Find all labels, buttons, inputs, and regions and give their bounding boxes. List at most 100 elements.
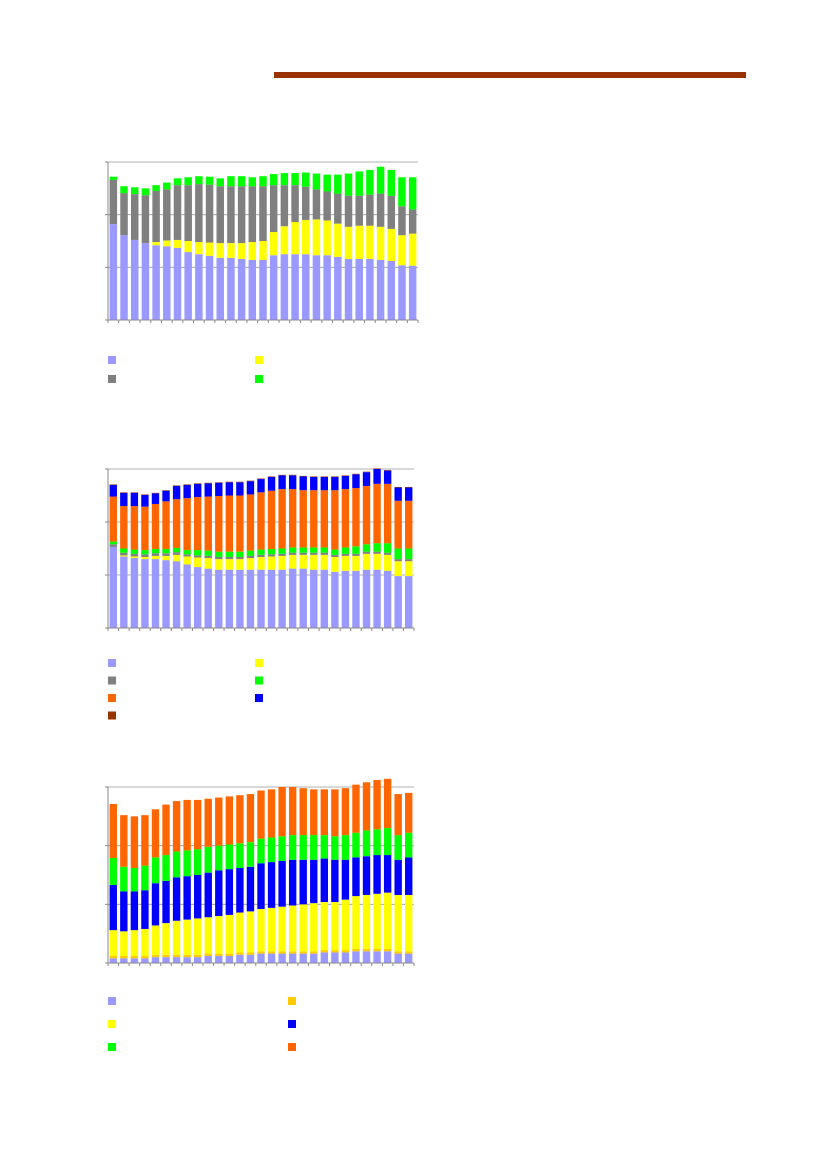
bar-segment <box>366 169 374 195</box>
bar-segment <box>310 569 318 628</box>
bar-segment <box>204 917 212 954</box>
bar-segment <box>172 485 181 500</box>
bar-segment <box>172 554 181 562</box>
bar-segment <box>162 855 170 881</box>
bar-segment <box>257 569 265 628</box>
legend-swatch <box>288 1020 296 1028</box>
bar-segment <box>278 548 286 554</box>
bar-segment <box>248 259 257 320</box>
bar-segment <box>225 556 234 560</box>
bar-segment <box>248 242 257 260</box>
bar-segment <box>246 569 255 628</box>
bar-segment <box>163 240 171 247</box>
bar-segment <box>215 955 223 963</box>
bar-segment <box>373 469 381 484</box>
bar-segment <box>362 894 371 949</box>
bar-segment <box>172 552 181 555</box>
bar-segment <box>109 546 117 628</box>
bar-segment <box>405 953 413 963</box>
bar-segment <box>151 492 160 494</box>
bar-segment <box>151 857 160 884</box>
bar-segment <box>193 918 202 955</box>
bar-segment <box>141 506 149 551</box>
bar-segment <box>394 548 402 560</box>
bar-segment <box>120 506 128 549</box>
bar-segment <box>362 553 371 570</box>
bar-segment <box>225 869 234 915</box>
bar-segment <box>183 954 191 958</box>
bar-segment <box>280 173 289 186</box>
bar-segment <box>183 498 191 551</box>
bar-segment <box>120 931 128 956</box>
bar-segment <box>172 954 181 958</box>
bar-segment <box>383 951 392 963</box>
bar-segment <box>299 953 307 963</box>
bar-segment <box>109 541 117 545</box>
bar-segment <box>130 549 139 554</box>
bar-segment <box>227 257 235 320</box>
bar-segment <box>341 950 350 953</box>
bar-segment <box>215 870 223 917</box>
bar-segment <box>195 184 203 243</box>
bar-segment <box>310 951 318 954</box>
bar-segment <box>172 485 181 486</box>
bar-segment <box>373 468 381 469</box>
bar-segment <box>352 857 360 897</box>
bar-segment <box>109 176 118 180</box>
bar-segment <box>162 490 170 491</box>
bar-segment <box>278 474 286 476</box>
bar-segment <box>320 789 329 836</box>
bar-segment <box>237 186 246 244</box>
bar-segment <box>130 816 139 868</box>
bar-segment <box>152 185 160 191</box>
bar-segment <box>120 891 128 932</box>
bar-segment <box>215 559 223 570</box>
bar-segment <box>227 176 235 187</box>
bar-segment <box>172 877 181 921</box>
bar-segment <box>257 951 265 954</box>
bar-segment <box>288 905 297 952</box>
bar-segment <box>331 571 339 628</box>
bar-segment <box>405 576 413 628</box>
bar-segment <box>257 479 265 493</box>
bar-segment <box>172 561 181 628</box>
bar-segment <box>267 476 276 491</box>
bar-segment <box>394 561 402 577</box>
bar-segment <box>236 954 244 963</box>
bar-segment <box>267 951 276 954</box>
bar-segment <box>405 561 413 577</box>
bar-segment <box>376 226 385 260</box>
legend-swatch <box>288 997 296 1005</box>
bar-segment <box>172 801 181 852</box>
bar-segment <box>120 235 128 320</box>
legend-swatch <box>255 356 263 364</box>
bar-segment <box>299 951 307 954</box>
bar-segment <box>130 930 139 956</box>
bar-segment <box>193 849 202 875</box>
bar-segment <box>288 489 297 548</box>
bar-segment <box>151 925 160 955</box>
bar-segment <box>383 543 392 553</box>
bar-segment <box>141 928 149 956</box>
bar-segment <box>341 475 350 490</box>
bar-segment <box>215 797 223 846</box>
bar-segment <box>215 953 223 956</box>
bar-segment <box>237 258 246 320</box>
bar-segment <box>204 496 212 551</box>
bar-segment <box>141 550 149 555</box>
bar-segment <box>408 177 417 210</box>
bar-segment <box>109 884 117 931</box>
bar-segment <box>236 912 244 953</box>
bar-segment <box>341 553 350 556</box>
bar-segment <box>341 555 350 571</box>
bar-segment <box>394 951 402 954</box>
bar-segment <box>310 547 318 553</box>
bar-segment <box>172 920 181 955</box>
bar-segment <box>291 185 299 223</box>
bar-segment <box>278 553 286 556</box>
bar-segment <box>334 174 342 194</box>
bar-segment <box>299 568 307 628</box>
bar-segment <box>141 958 149 963</box>
bar-segment <box>323 174 331 192</box>
bar-segment <box>344 195 353 227</box>
